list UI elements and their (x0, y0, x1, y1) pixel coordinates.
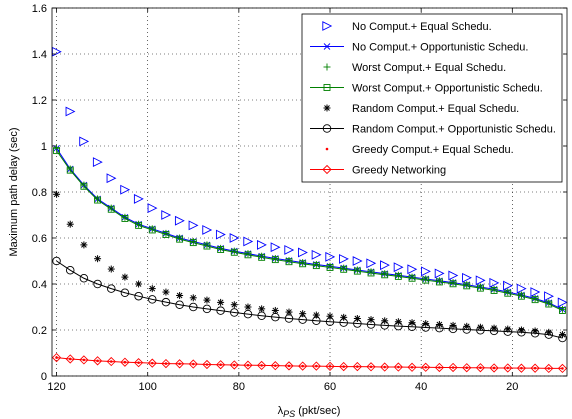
data-point (176, 292, 183, 299)
y-tick-label: 0.6 (32, 233, 47, 245)
y-tick-label: 0.2 (32, 325, 47, 337)
legend-label: Worst Comput.+ Equal Schedu. (352, 62, 506, 74)
data-point (67, 221, 74, 228)
data-point (135, 281, 142, 288)
x-axis-label-sub: PS (283, 409, 295, 419)
data-point (381, 317, 388, 324)
x-tick-label: 20 (506, 381, 518, 393)
legend-marker (326, 148, 329, 151)
data-point (258, 305, 265, 312)
legend-label: Random Comput.+ Equal Schedu. (352, 103, 519, 115)
legend-marker (324, 105, 331, 112)
legend-label: Greedy Comput.+ Equal Schedu. (352, 144, 514, 156)
data-point (395, 318, 402, 325)
y-tick-label: 0.4 (32, 279, 47, 291)
legend-label: Worst Comput.+ Opportunistic Schedu. (352, 83, 543, 95)
legend-label: No Comput.+ Opportunistic Schedu. (352, 42, 528, 54)
y-tick-label: 1.2 (32, 95, 47, 107)
y-tick-label: 0.8 (32, 187, 47, 199)
data-point (80, 241, 87, 248)
legend-label: Greedy Networking (352, 165, 446, 177)
x-tick-label: 60 (324, 381, 336, 393)
data-point (190, 294, 197, 301)
data-point (162, 289, 169, 296)
data-point (94, 255, 101, 262)
y-tick-label: 1.6 (32, 3, 47, 15)
legend: No Comput.+ Equal Schedu. No Comput.+ Opp… (302, 14, 562, 182)
legend-item: Random Comput.+ Equal Schedu. (324, 103, 520, 115)
data-point (149, 285, 156, 292)
data-point (231, 301, 238, 308)
x-axis-label-unit: (pkt/sec) (295, 405, 340, 417)
x-tick-label: 40 (415, 381, 427, 393)
y-tick-label: 0 (41, 371, 47, 383)
x-tick-label: 80 (233, 381, 245, 393)
data-point (217, 299, 224, 306)
legend-label: No Comput.+ Equal Schedu. (352, 21, 492, 33)
y-axis-label: Maximum path delay (sec) (8, 128, 20, 257)
x-tick-label: 100 (139, 381, 157, 393)
data-point (203, 297, 210, 304)
legend-item: Greedy Comput.+ Equal Schedu. (326, 144, 514, 156)
data-point (244, 304, 251, 311)
legend-box (302, 14, 562, 182)
y-tick-label: 1 (41, 141, 47, 153)
data-point (108, 266, 115, 273)
y-tick-label: 1.4 (32, 49, 47, 61)
data-point (121, 274, 128, 281)
x-tick-label: 120 (47, 381, 65, 393)
legend-label: Random Comput.+ Opportunistic Schedu. (352, 124, 556, 136)
